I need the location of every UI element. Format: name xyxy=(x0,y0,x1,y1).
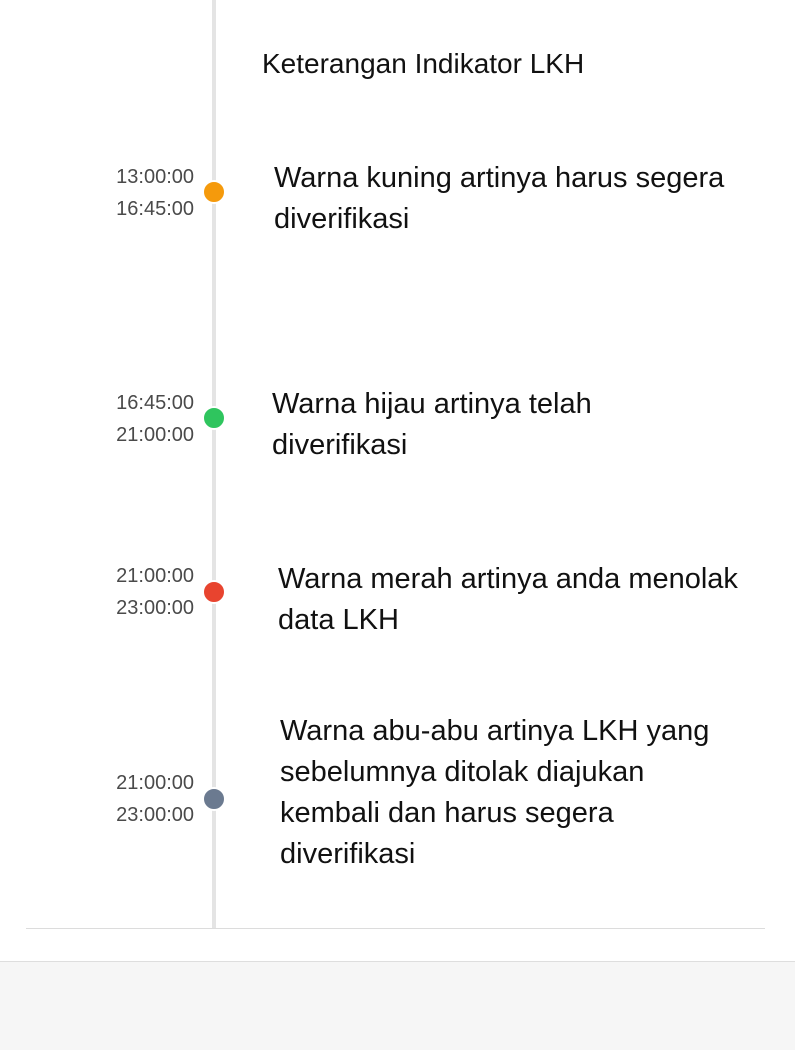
description-line: diverifikasi xyxy=(280,838,416,870)
description-line: Warna hijau artinya telah xyxy=(272,388,592,420)
indicator-description-yellow: Warna kuning artinya harus segera diveri… xyxy=(274,158,724,240)
status-dot-yellow xyxy=(202,180,226,204)
time-range-red: 21:00:00 23:00:00 xyxy=(116,560,194,624)
start-time: 16:45:00 xyxy=(116,392,194,414)
indicator-description-red: Warna merah artinya anda menolak data LK… xyxy=(278,559,738,641)
start-time: 21:00:00 xyxy=(116,772,194,794)
end-time: 16:45:00 xyxy=(116,198,194,220)
end-time: 23:00:00 xyxy=(116,804,194,826)
indicator-description-gray: Warna abu-abu artinya LKH yang sebelumny… xyxy=(280,711,709,875)
time-range-gray: 21:00:00 23:00:00 xyxy=(116,767,194,831)
description-line: sebelumnya ditolak diajukan xyxy=(280,756,645,788)
time-range-green: 16:45:00 21:00:00 xyxy=(116,387,194,451)
description-line: kembali dan harus segera xyxy=(280,797,614,829)
description-line: diverifikasi xyxy=(274,203,410,235)
status-dot-gray xyxy=(202,787,226,811)
status-dot-green xyxy=(202,406,226,430)
time-range-yellow: 13:00:00 16:45:00 xyxy=(116,161,194,225)
description-line: Warna abu-abu artinya LKH yang xyxy=(280,715,710,747)
timeline-line xyxy=(212,0,216,928)
status-dot-red xyxy=(202,580,226,604)
start-time: 13:00:00 xyxy=(116,166,194,188)
start-time: 21:00:00 xyxy=(116,565,194,587)
end-time: 21:00:00 xyxy=(116,424,194,446)
section-divider xyxy=(26,928,765,929)
description-line: Warna merah artinya anda menolak xyxy=(278,563,738,595)
indicator-description-green: Warna hijau artinya telah diverifikasi xyxy=(272,384,592,466)
footer-bar xyxy=(0,961,795,1050)
description-line: Warna kuning artinya harus segera xyxy=(274,162,725,194)
description-line: diverifikasi xyxy=(272,429,408,461)
end-time: 23:00:00 xyxy=(116,597,194,619)
description-line: data LKH xyxy=(278,604,399,636)
section-heading: Keterangan Indikator LKH xyxy=(262,48,585,79)
